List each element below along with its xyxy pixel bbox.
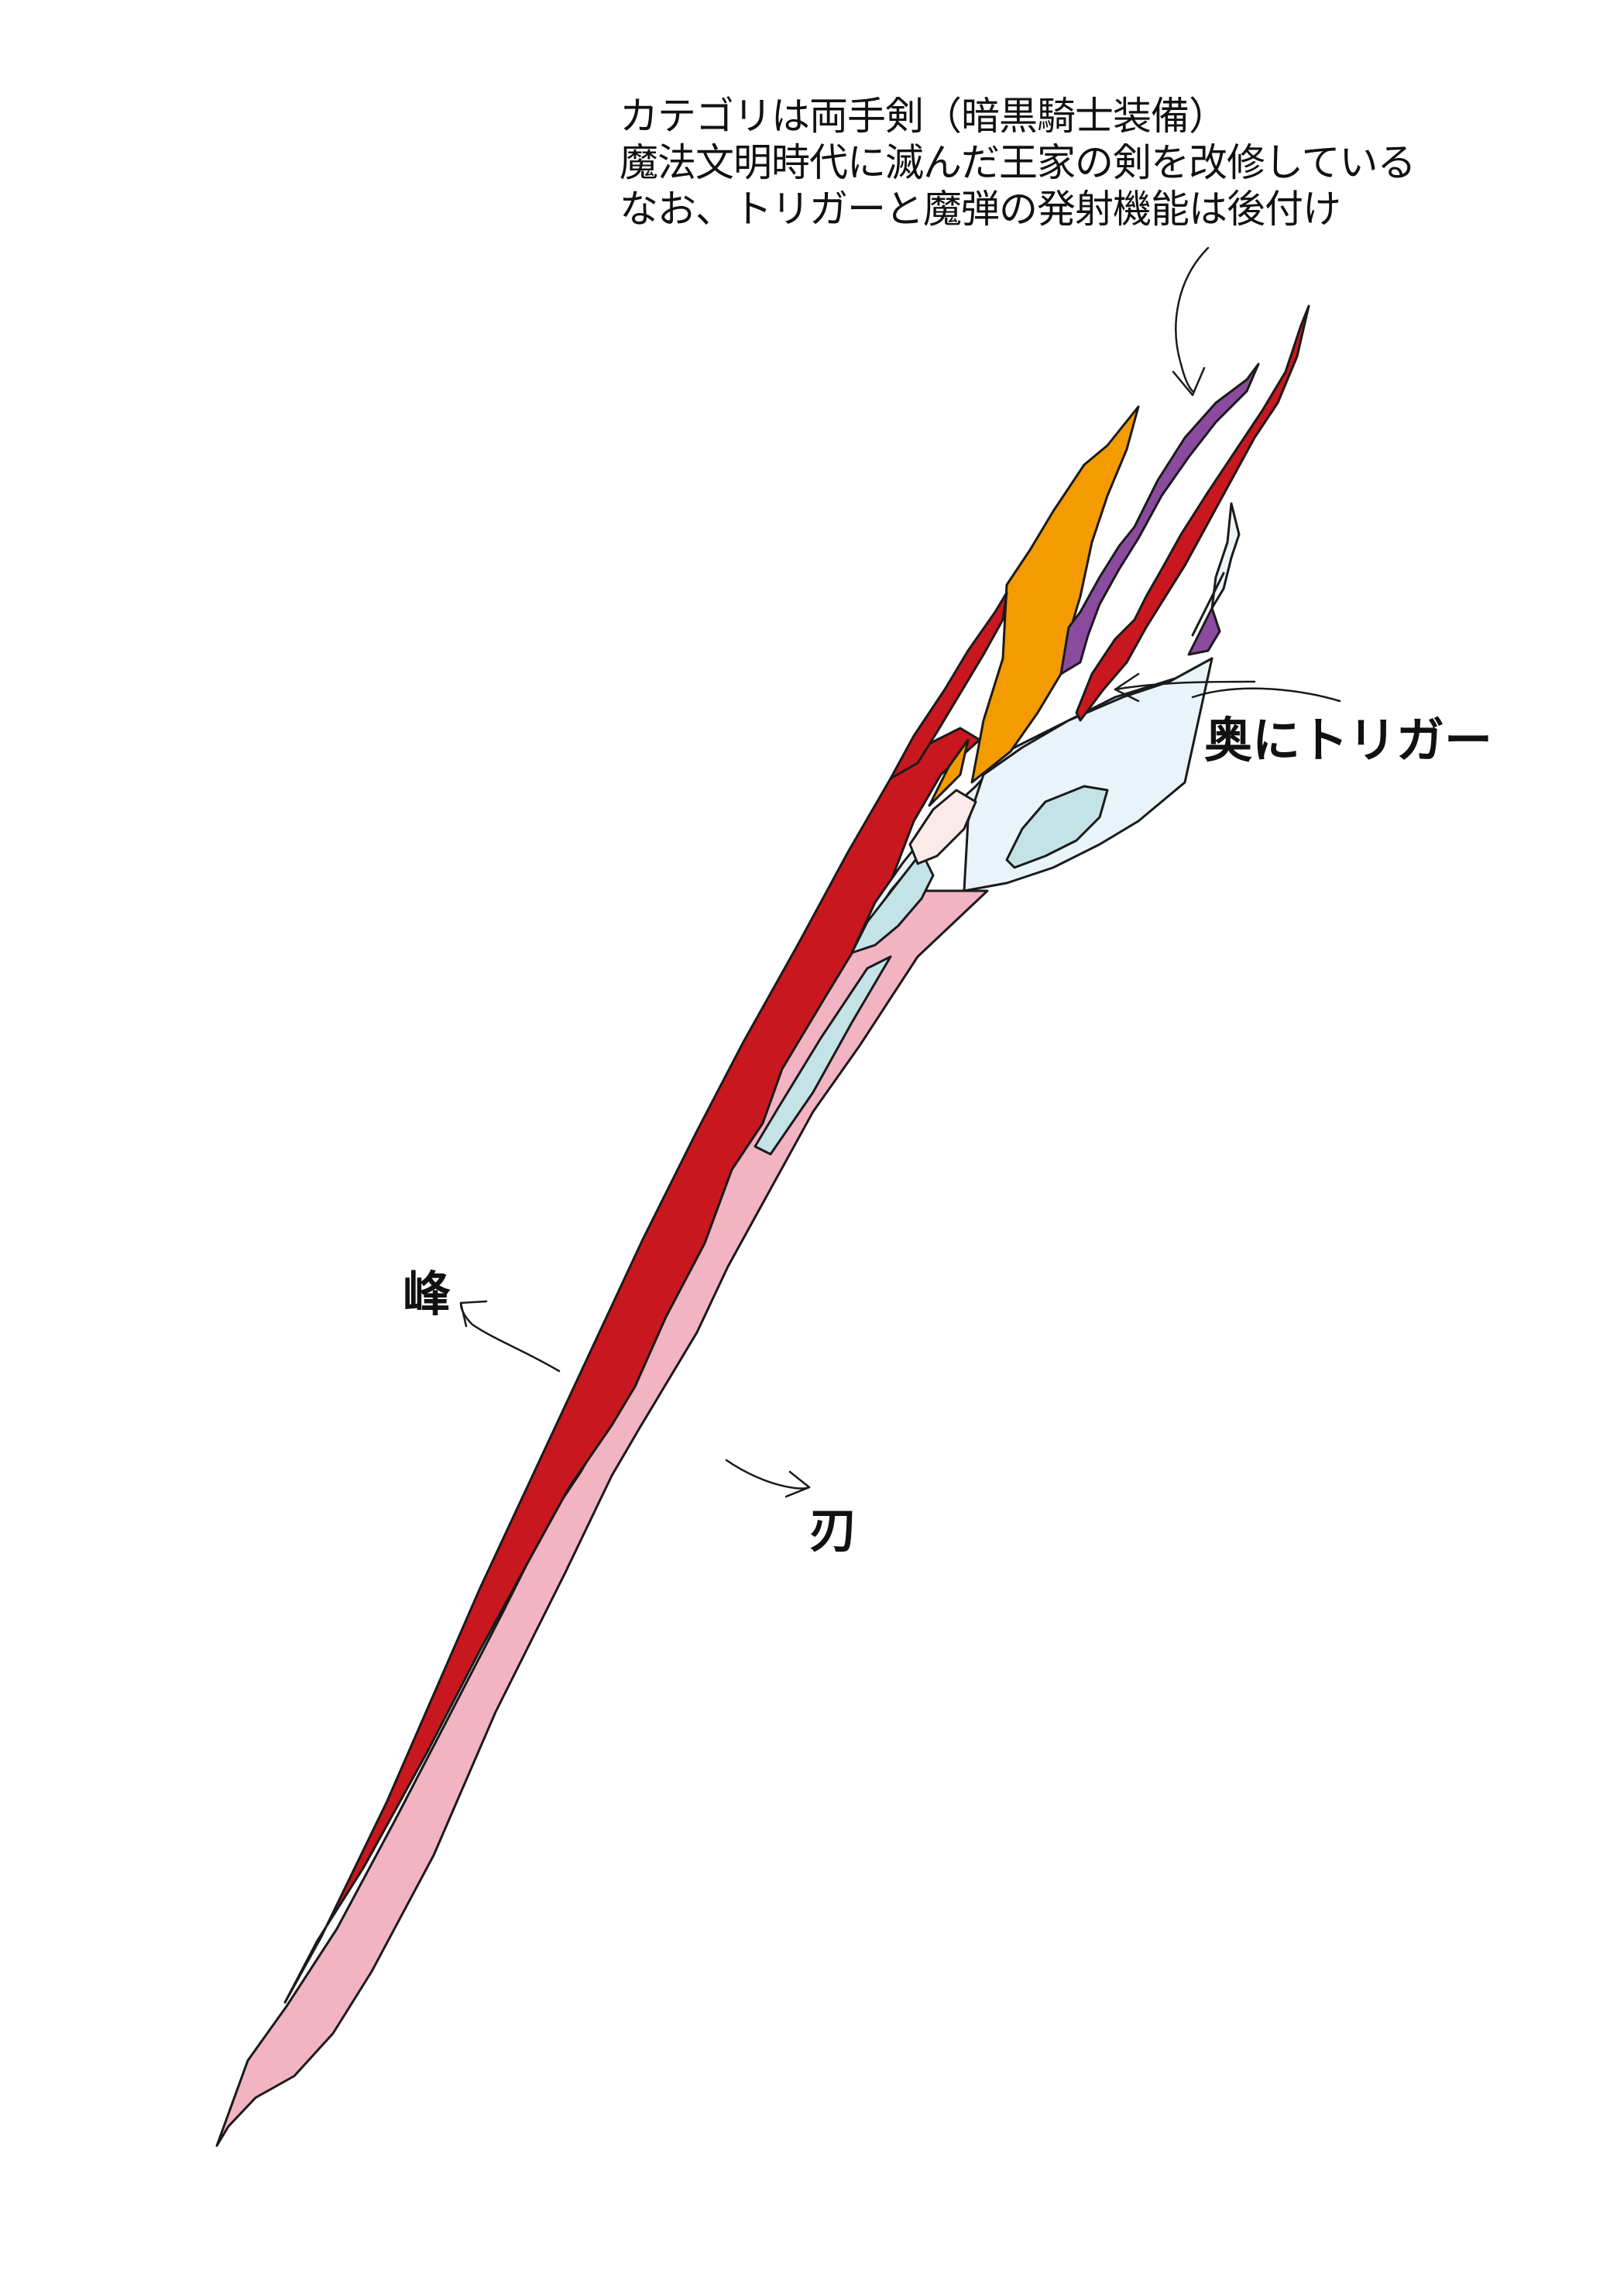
arrow-spine — [459, 1301, 561, 1373]
note-line-3: なお、トリガーと魔弾の発射機能は後付け — [620, 187, 1341, 232]
guard-panel-right — [1005, 785, 1109, 869]
edge-label: 刃 — [809, 1502, 858, 1559]
arrow-note-head — [1172, 366, 1206, 397]
arrow-edge-head — [784, 1470, 811, 1498]
fin-lower — [1191, 572, 1225, 637]
arrow-note — [1175, 246, 1210, 393]
prong-red — [1075, 304, 1310, 722]
arrow-spine-head — [459, 1300, 488, 1328]
blade-spine — [283, 727, 981, 2004]
crest-orange-tip — [928, 738, 970, 807]
spine-label: 峰 — [403, 1266, 451, 1322]
arrow-trigger-shaft — [1114, 680, 1256, 691]
guard-panel-left — [850, 851, 935, 954]
note-line-1: カテゴリは両手剣（暗黒騎士装備） — [620, 94, 1227, 139]
spine-upper — [889, 591, 1008, 780]
arrow-trigger — [1191, 687, 1341, 703]
guard-highlight — [908, 789, 977, 865]
note-line-2: 魔法文明時代に滅んだ王家の剣を改修している — [620, 140, 1416, 185]
arrow-edge — [725, 1459, 811, 1490]
trigger-label: 奥にトリガー — [1204, 712, 1493, 768]
blade-panel — [754, 955, 892, 1156]
accent-purple-lower — [1187, 607, 1221, 656]
arrow-trigger-head — [1114, 672, 1140, 703]
blade-edge — [215, 889, 989, 2147]
fin-upper — [1210, 502, 1241, 610]
prong-purple — [1059, 363, 1260, 675]
